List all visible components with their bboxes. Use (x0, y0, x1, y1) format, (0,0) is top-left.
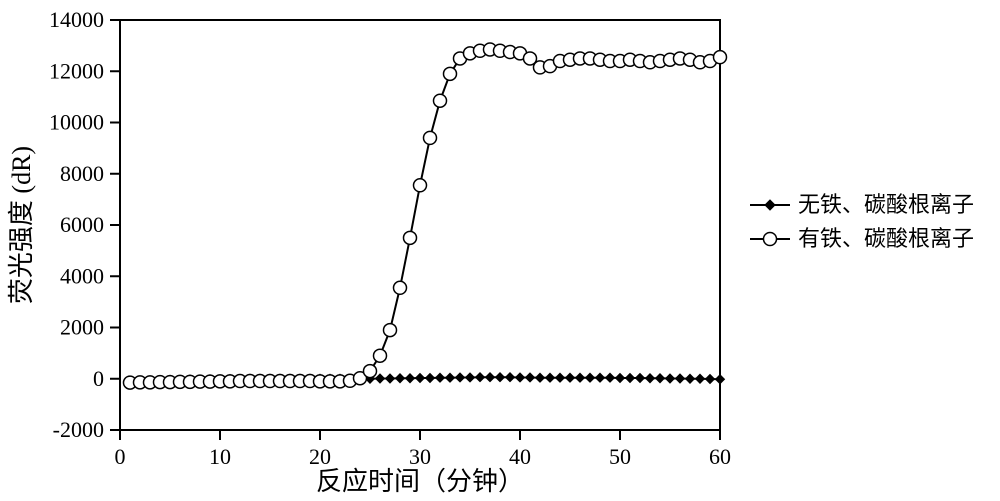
series-line (130, 49, 720, 382)
series-marker-diamond (616, 373, 625, 382)
y-tick-label: 2000 (60, 315, 104, 340)
series-marker-circle (384, 324, 397, 337)
chart-container: 0 10 20 30 40 50 60 -2000 0 2000 4000 6000 8000 10000… (0, 0, 1000, 501)
y-tick-label: -2000 (53, 417, 104, 442)
series-marker-diamond (686, 374, 695, 383)
series-marker-diamond (626, 373, 635, 382)
series-marker-diamond (586, 373, 595, 382)
series-marker-diamond (526, 373, 535, 382)
series-marker-diamond (466, 373, 475, 382)
series-marker-diamond (666, 374, 675, 383)
legend-label: 有铁、碳酸根离子 (798, 226, 974, 251)
y-axis-label: 荧光强度 (dR) (7, 146, 36, 304)
series-marker-circle (424, 131, 437, 144)
series-marker-diamond (446, 373, 455, 382)
series-marker-diamond (576, 373, 585, 382)
series-marker-diamond (716, 375, 725, 384)
series-marker-diamond (606, 373, 615, 382)
y-tick-label: 4000 (60, 263, 104, 288)
series-marker-diamond (396, 374, 405, 383)
series-marker-diamond (676, 374, 685, 383)
chart-svg: 0 10 20 30 40 50 60 -2000 0 2000 4000 6000 8000 10000… (0, 0, 1000, 501)
series-marker-circle (404, 231, 417, 244)
x-tick-label: 30 (409, 444, 431, 469)
series-marker-circle (394, 281, 407, 294)
series-marker-diamond (436, 373, 445, 382)
series-marker-diamond (646, 374, 655, 383)
series-marker-diamond (546, 373, 555, 382)
x-tick-label: 50 (609, 444, 631, 469)
y-tick-label: 10000 (49, 110, 104, 135)
series-marker-diamond (696, 374, 705, 383)
x-tick-label: 40 (509, 444, 531, 469)
series-marker-diamond (406, 374, 415, 383)
series-marker-diamond (566, 373, 575, 382)
series-marker-circle (444, 67, 457, 80)
y-tick-label: 0 (93, 366, 104, 391)
y-tick-label: 8000 (60, 161, 104, 186)
series-marker-diamond (376, 374, 385, 383)
x-tick-label: 10 (209, 444, 231, 469)
series-marker-diamond (496, 373, 505, 382)
legend-label: 无铁、碳酸根离子 (798, 192, 974, 217)
series-marker-diamond (636, 373, 645, 382)
series-marker-diamond (486, 373, 495, 382)
series-marker-circle (414, 179, 427, 192)
series-marker-diamond (386, 374, 395, 383)
plot-border (120, 20, 720, 430)
series-marker-circle (434, 94, 447, 107)
series-marker-diamond (426, 373, 435, 382)
legend-marker-diamond (765, 200, 775, 210)
y-tick-label: 14000 (49, 7, 104, 32)
series-marker-diamond (456, 373, 465, 382)
series-marker-circle (374, 349, 387, 362)
series-marker-diamond (656, 374, 665, 383)
series-marker-diamond (416, 373, 425, 382)
legend-marker-circle (764, 233, 777, 246)
x-tick-label: 20 (309, 444, 331, 469)
x-tick-label: 0 (115, 444, 126, 469)
y-tick-label: 6000 (60, 212, 104, 237)
series-marker-diamond (706, 375, 715, 384)
series-marker-diamond (596, 373, 605, 382)
series-marker-circle (714, 51, 727, 64)
series-marker-diamond (506, 373, 515, 382)
series-marker-diamond (536, 373, 545, 382)
series-marker-diamond (556, 373, 565, 382)
x-axis-label: 反应时间（分钟） (316, 467, 524, 496)
series-marker-diamond (516, 373, 525, 382)
series-marker-circle (364, 365, 377, 378)
x-tick-label: 60 (709, 444, 731, 469)
series-marker-diamond (476, 373, 485, 382)
y-tick-label: 12000 (49, 58, 104, 83)
